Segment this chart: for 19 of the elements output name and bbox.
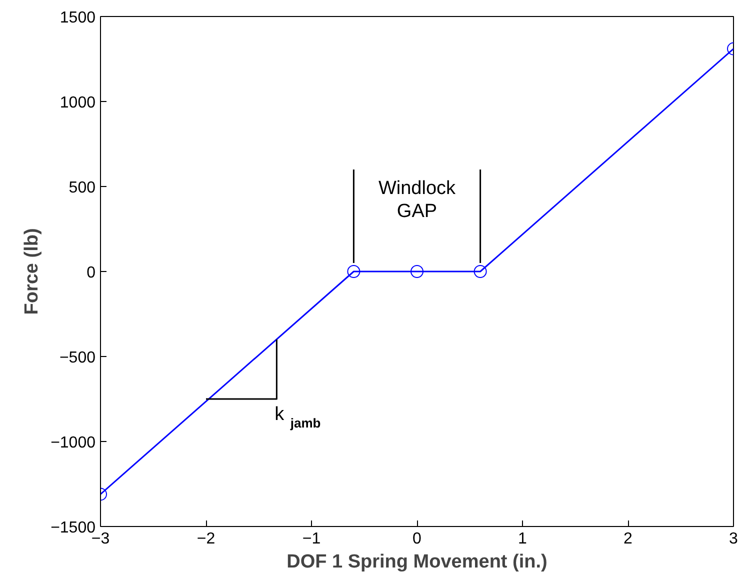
- y-tick-label: 1000: [60, 94, 96, 112]
- x-axis-title: DOF 1 Spring Movement (in.): [286, 552, 548, 572]
- point: [347, 265, 360, 278]
- point: [474, 265, 487, 278]
- point: [410, 265, 424, 278]
- y-tick-label: 0: [86, 264, 96, 282]
- x-tick-label: 0: [412, 530, 422, 548]
- x-tick-label: −1: [302, 530, 321, 548]
- x-tick-label: 1: [518, 530, 528, 548]
- x-tick-label: 2: [624, 530, 633, 548]
- y-tick-label: −1500: [50, 520, 96, 536]
- y-tick-label: −500: [59, 350, 96, 366]
- x-tick-label: 3: [729, 530, 738, 548]
- annotation: Windlock GAP: [378, 178, 456, 222]
- x-tick-label: −2: [196, 530, 216, 548]
- y-tick-label: 1500: [60, 10, 96, 26]
- y-axis-title: Force (lb): [22, 228, 43, 315]
- y-tick-label: 500: [68, 180, 96, 196]
- y-tick-label: −1000: [50, 434, 96, 452]
